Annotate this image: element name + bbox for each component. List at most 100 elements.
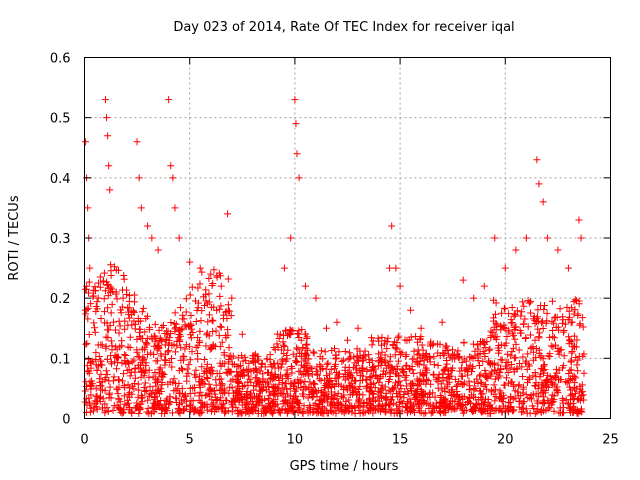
background-point xyxy=(408,355,416,363)
background-point xyxy=(346,355,354,363)
background-point xyxy=(557,346,565,354)
background-point xyxy=(192,366,200,374)
background-point xyxy=(242,404,250,412)
background-point xyxy=(394,381,402,389)
background-point xyxy=(460,379,468,387)
background-point xyxy=(233,376,241,384)
background-point xyxy=(519,405,527,413)
background-point xyxy=(527,309,535,317)
background-point xyxy=(218,401,226,409)
background-point xyxy=(577,407,585,415)
background-point xyxy=(94,279,102,287)
background-point xyxy=(239,382,247,390)
background-point xyxy=(205,298,213,306)
background-point xyxy=(384,334,392,342)
background-point xyxy=(411,409,419,417)
background-point xyxy=(264,369,272,377)
background-point xyxy=(504,350,512,358)
background-point xyxy=(182,308,190,316)
background-point xyxy=(539,387,547,395)
background-point xyxy=(560,352,568,360)
data-point xyxy=(539,198,547,206)
data-point xyxy=(344,336,351,344)
background-point xyxy=(524,350,532,358)
background-point xyxy=(118,337,126,345)
background-point xyxy=(390,338,398,346)
data-point xyxy=(196,264,204,272)
data-points xyxy=(81,96,588,418)
background-point xyxy=(319,355,327,363)
background-point xyxy=(293,357,301,365)
background-point xyxy=(555,350,563,358)
background-point xyxy=(533,318,541,326)
background-point xyxy=(300,392,308,400)
background-point xyxy=(402,382,410,390)
background-point xyxy=(558,319,566,327)
background-point xyxy=(93,298,101,306)
background-point xyxy=(115,383,123,391)
background-point xyxy=(302,341,310,349)
background-point xyxy=(378,402,386,410)
background-point xyxy=(335,373,343,381)
background-point xyxy=(244,399,252,407)
data-point xyxy=(144,222,152,230)
background-point xyxy=(300,370,308,378)
background-point xyxy=(570,403,578,411)
background-point xyxy=(522,405,530,413)
data-point xyxy=(388,222,396,230)
background-point xyxy=(302,351,310,359)
background-point xyxy=(360,400,368,408)
background-point xyxy=(284,346,292,354)
background-point xyxy=(398,349,406,357)
background-point xyxy=(530,405,538,413)
background-point xyxy=(351,377,359,385)
background-point xyxy=(92,349,100,357)
background-point xyxy=(549,333,557,341)
background-point xyxy=(332,368,340,376)
background-point xyxy=(359,391,367,399)
background-point xyxy=(149,403,157,411)
background-point xyxy=(81,398,89,406)
background-point xyxy=(251,365,259,373)
background-point xyxy=(453,387,461,395)
background-point xyxy=(550,392,558,400)
background-point xyxy=(418,391,426,399)
background-point xyxy=(543,376,551,384)
background-point xyxy=(278,405,286,413)
background-point xyxy=(540,306,548,314)
background-point xyxy=(530,312,538,320)
background-point xyxy=(354,357,362,365)
data-point xyxy=(171,204,179,212)
background-point xyxy=(446,400,454,408)
background-point xyxy=(172,399,180,407)
background-point xyxy=(159,322,167,330)
background-point xyxy=(389,399,397,407)
background-point xyxy=(386,375,394,383)
background-point xyxy=(491,310,499,318)
background-point xyxy=(167,319,175,327)
background-point xyxy=(388,364,396,372)
background-point xyxy=(308,389,316,397)
background-point xyxy=(285,330,293,338)
y-axis-label: ROTI / TECUs xyxy=(7,195,22,280)
background-point xyxy=(204,318,212,326)
background-point xyxy=(565,307,573,315)
background-point xyxy=(162,357,170,365)
background-point xyxy=(224,407,232,415)
background-point xyxy=(97,341,105,349)
background-point xyxy=(128,321,136,329)
background-point xyxy=(107,352,115,360)
background-point xyxy=(155,402,163,410)
background-point xyxy=(544,377,552,385)
background-point xyxy=(107,261,115,269)
background-point xyxy=(83,362,91,370)
background-point xyxy=(438,400,446,408)
background-point xyxy=(207,303,215,311)
background-point xyxy=(155,337,163,345)
background-point xyxy=(515,403,523,411)
background-point xyxy=(85,331,93,339)
background-point xyxy=(382,389,390,397)
background-point xyxy=(501,305,509,313)
background-point xyxy=(375,378,383,386)
background-point xyxy=(251,374,259,382)
